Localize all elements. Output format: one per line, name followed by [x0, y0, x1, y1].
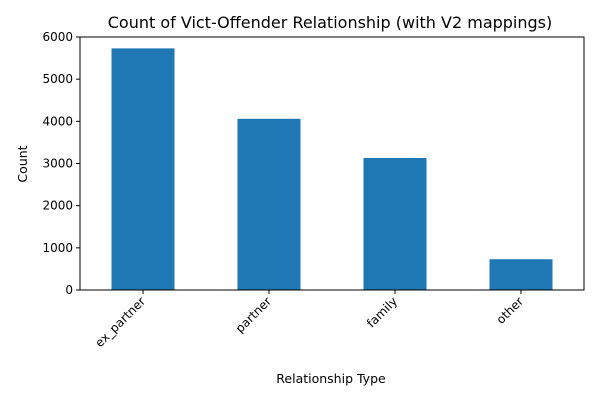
x-axis-label: Relationship Type — [276, 371, 386, 386]
y-tick-label: 4000 — [42, 114, 73, 128]
y-tick-label: 0 — [65, 283, 73, 297]
chart-title: Count of Vict-Offender Relationship (wit… — [108, 13, 553, 32]
bars-layer — [111, 48, 553, 291]
y-tick-label: 3000 — [42, 157, 73, 171]
y-tick-label: 6000 — [42, 30, 73, 44]
x-tick-label: family — [364, 294, 400, 330]
y-axis-label: Count — [15, 145, 30, 182]
x-tick-label: other — [494, 294, 527, 327]
y-tick-label: 5000 — [42, 72, 73, 86]
y-tick-label: 2000 — [42, 199, 73, 213]
bar-partner — [237, 118, 301, 290]
bar-other — [489, 259, 553, 290]
x-tick-label: ex_partner — [92, 294, 148, 350]
x-tick-label: partner — [233, 294, 274, 335]
bar-family — [363, 158, 427, 290]
y-tick-label: 1000 — [42, 241, 73, 255]
bar-ex-partner — [111, 48, 175, 291]
